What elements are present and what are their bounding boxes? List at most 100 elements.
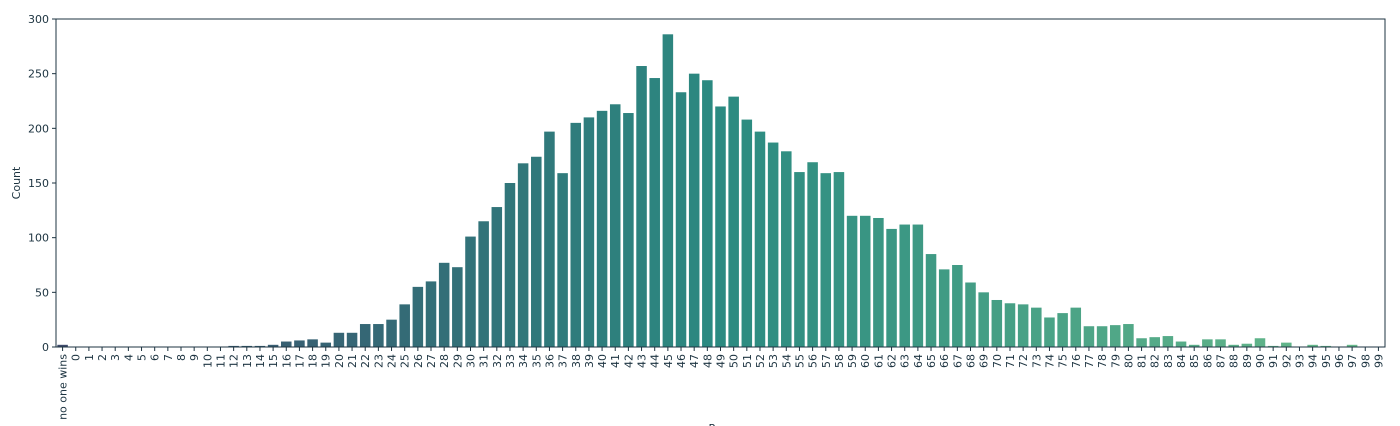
y-tick-label: 100 (28, 232, 49, 245)
x-tick-label: 43 (636, 354, 649, 368)
bar (978, 292, 989, 347)
x-tick-label: 76 (1070, 354, 1083, 368)
x-tick-label: 8 (175, 354, 188, 361)
x-tick-label: 64 (912, 354, 925, 368)
x-tick-label: 4 (122, 354, 135, 361)
bar (570, 122, 582, 347)
bar (1017, 304, 1029, 347)
x-tick-label: 90 (1254, 354, 1267, 368)
x-tick-label: 60 (859, 354, 872, 368)
x-tick-label: 49 (715, 354, 728, 368)
x-tick-label: 31 (478, 354, 491, 368)
bar (767, 142, 779, 347)
x-tick-label: 38 (570, 354, 583, 368)
x-tick-label: 20 (333, 354, 346, 368)
bar (1136, 338, 1147, 347)
bar (741, 119, 753, 347)
x-tick-label: 30 (464, 354, 477, 368)
bar (294, 340, 305, 347)
bar (846, 215, 858, 347)
bar (1188, 344, 1200, 347)
x-tick-label: 46 (675, 354, 688, 368)
x-tick-label: 80 (1122, 354, 1135, 368)
x-tick-label: 21 (346, 354, 359, 368)
x-tick-label: 48 (701, 354, 714, 368)
x-tick-label: 24 (386, 354, 399, 368)
y-tick-label: 250 (28, 68, 49, 81)
bar (859, 215, 871, 347)
x-tick-label: 63 (899, 354, 912, 368)
x-tick-label: 83 (1162, 354, 1175, 368)
bar (531, 156, 542, 347)
bar (1083, 326, 1095, 347)
y-tick-label: 150 (28, 177, 49, 190)
x-tick-label: 62 (886, 354, 899, 368)
x-tick-label: 74 (1043, 354, 1056, 368)
x-tick-label: 39 (583, 354, 596, 368)
bar (1096, 326, 1108, 347)
bar (1202, 339, 1213, 347)
x-tick-label: 15 (267, 354, 280, 368)
plot-frame (55, 18, 1386, 348)
bar (1070, 307, 1082, 347)
bar (1057, 313, 1068, 347)
x-tick-label: 82 (1149, 354, 1162, 368)
x-tick-label: 52 (754, 354, 767, 368)
x-tick-label: 91 (1267, 354, 1280, 368)
bar (1307, 344, 1318, 347)
x-tick-label: 18 (307, 354, 320, 368)
x-tick-label: 28 (438, 354, 451, 368)
x-tick-label: 16 (280, 354, 293, 368)
x-tick-label: 93 (1293, 354, 1306, 368)
x-tick-label: 36 (543, 354, 556, 368)
bar (1281, 342, 1292, 347)
x-tick-label: 29 (451, 354, 464, 368)
x-tick-label: 67 (951, 354, 964, 368)
y-tick-label: 300 (28, 13, 49, 26)
bar (465, 236, 476, 347)
bar (886, 228, 897, 347)
x-tick-label: 26 (412, 354, 425, 368)
bar (596, 110, 608, 347)
bar (583, 117, 595, 348)
bar (359, 324, 371, 347)
x-tick-label: 92 (1280, 354, 1293, 368)
x-tick-label: 2 (96, 354, 109, 361)
x-tick-label: 58 (833, 354, 846, 368)
x-tick-label: 54 (780, 354, 793, 368)
bar (636, 66, 647, 347)
bar (57, 344, 68, 347)
x-tick-label: 95 (1320, 354, 1333, 368)
bar (254, 345, 266, 347)
bar (754, 131, 766, 347)
bar (925, 254, 937, 347)
x-tick-label: 17 (293, 354, 306, 368)
bar (728, 96, 739, 347)
x-tick-label: 56 (807, 354, 820, 368)
x-tick-label: 78 (1096, 354, 1109, 368)
bar (794, 172, 805, 347)
x-tick-label: 81 (1136, 354, 1149, 368)
bar (715, 106, 726, 347)
x-tick-label: 25 (399, 354, 412, 368)
bar (675, 92, 687, 348)
x-tick-label: 89 (1241, 354, 1254, 368)
bar (938, 269, 950, 347)
x-tick-label: 35 (530, 354, 543, 368)
x-tick-label: 33 (504, 354, 517, 368)
bar (912, 224, 924, 347)
x-tick-label: 37 (557, 354, 570, 368)
x-tick-label: 47 (688, 354, 701, 368)
bar (1320, 345, 1332, 347)
x-tick-label: 11 (214, 354, 227, 368)
x-tick-label: 69 (978, 354, 991, 368)
x-tick-label: 53 (767, 354, 780, 368)
x-tick-label: no one wins (57, 354, 70, 420)
y-tick-label: 200 (28, 122, 49, 135)
bar (373, 324, 384, 347)
x-tick-label: 10 (201, 354, 214, 368)
x-tick-label: 44 (649, 354, 662, 368)
x-tick-label: 87 (1215, 354, 1228, 368)
bar (386, 319, 397, 347)
